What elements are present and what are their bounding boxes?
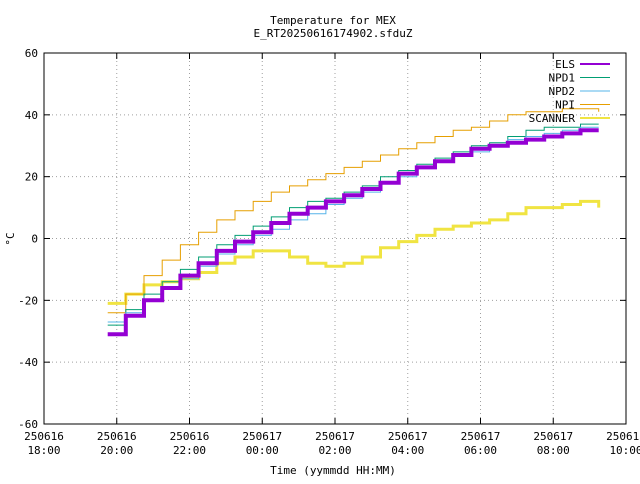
x-tick-time-label: 04:00 bbox=[391, 444, 424, 457]
y-tick-label: 60 bbox=[25, 47, 38, 60]
y-tick-label: 0 bbox=[31, 233, 38, 246]
chart-subtitle: E_RT20250616174902.sfduZ bbox=[254, 27, 413, 40]
y-tick-label: -60 bbox=[18, 418, 38, 431]
series-line-npd2 bbox=[107, 126, 599, 323]
series-line-npd1 bbox=[107, 123, 599, 326]
series-lines bbox=[107, 108, 601, 337]
y-tick-label: 40 bbox=[25, 109, 38, 122]
x-tick-date-label: 250617 bbox=[533, 430, 573, 443]
legend-label-npi: NPI bbox=[555, 99, 575, 112]
series-line-els bbox=[107, 128, 599, 337]
legend-label-els: ELS bbox=[555, 58, 575, 71]
x-tick-time-label: 08:00 bbox=[537, 444, 570, 457]
x-tick-date-label: 250617 bbox=[606, 430, 640, 443]
legend-label-npd2: NPD2 bbox=[549, 85, 576, 98]
y-tick-label: -40 bbox=[18, 356, 38, 369]
x-tick-time-label: 22:00 bbox=[173, 444, 206, 457]
legend-label-scanner: SCANNER bbox=[529, 112, 576, 125]
y-tick-label: 20 bbox=[25, 171, 38, 184]
y-axis-label: °C bbox=[4, 232, 17, 245]
y-tick-label: -20 bbox=[18, 294, 38, 307]
x-tick-time-label: 06:00 bbox=[464, 444, 497, 457]
x-tick-date-label: 250617 bbox=[461, 430, 501, 443]
x-tick-time-label: 02:00 bbox=[318, 444, 351, 457]
legend-label-npd1: NPD1 bbox=[549, 72, 576, 85]
x-tick-date-label: 250616 bbox=[170, 430, 210, 443]
x-tick-date-label: 250617 bbox=[315, 430, 355, 443]
chart-title: Temperature for MEX bbox=[270, 14, 396, 27]
plot-frame bbox=[43, 52, 627, 425]
x-tick-time-label: 00:00 bbox=[246, 444, 279, 457]
x-tick-time-label: 20:00 bbox=[100, 444, 133, 457]
x-tick-date-label: 250616 bbox=[97, 430, 137, 443]
x-axis-label: Time (yymmdd HH:MM) bbox=[270, 464, 396, 477]
x-tick-date-label: 250617 bbox=[242, 430, 282, 443]
grid bbox=[44, 53, 626, 424]
axis-ticks: -60-40-20020406025061618:0025061620:0025… bbox=[18, 47, 640, 457]
x-tick-time-label: 10:00 bbox=[609, 444, 640, 457]
x-tick-date-label: 250617 bbox=[388, 430, 428, 443]
series-line-npi bbox=[107, 108, 600, 314]
x-tick-time-label: 18:00 bbox=[27, 444, 60, 457]
x-tick-date-label: 250616 bbox=[24, 430, 64, 443]
